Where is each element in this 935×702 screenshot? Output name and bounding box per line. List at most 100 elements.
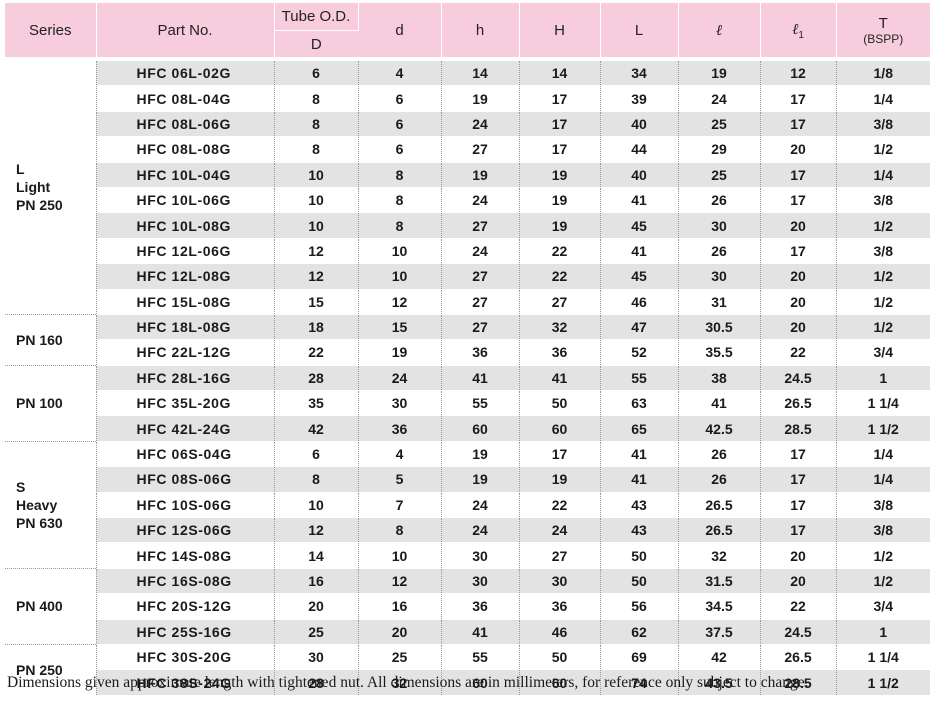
cell-l1: 28.5 [760, 669, 837, 696]
cell-L: 46 [600, 289, 679, 315]
cell-L: 39 [600, 85, 679, 112]
cell-H: 27 [519, 289, 601, 315]
header-T-label: T [878, 14, 888, 32]
cell-l: 26 [678, 187, 761, 214]
cell-T: 1 [836, 364, 930, 392]
cell-H: 60 [519, 415, 601, 442]
cell-L: 55 [600, 364, 679, 392]
cell-T: 1/4 [836, 162, 930, 188]
cell-T: 1/4 [836, 85, 930, 112]
cell-L: 43 [600, 492, 679, 519]
footnote: Dimensions given approximate length with… [7, 674, 809, 691]
cell-T: 3/8 [836, 238, 930, 265]
cell-tube-od: 8 [274, 111, 359, 138]
cell-l1: 20 [760, 263, 837, 290]
cell-T: 3/8 [836, 187, 930, 214]
table-row: HFC 10L-08G 10 8 27 19 45 30 20 1/2 [5, 212, 930, 239]
cell-H: 17 [519, 136, 601, 163]
series-label-line: PN 630 [16, 514, 63, 531]
cell-tube-od: 14 [274, 542, 359, 569]
cell-T: 1 1/2 [836, 415, 930, 442]
table-row: HFC 08L-06G 8 6 24 17 40 25 17 3/8 [5, 111, 930, 138]
cell-h: 24 [441, 517, 520, 544]
cell-tube-od: 25 [274, 619, 359, 645]
cell-H: 14 [519, 61, 601, 87]
cell-h: 27 [441, 289, 520, 315]
cell-l: 42 [678, 643, 761, 671]
cell-tube-od: 16 [274, 567, 359, 595]
cell-tube-od: 6 [274, 61, 359, 87]
cell-h: 19 [441, 440, 520, 468]
cell-L: 45 [600, 212, 679, 239]
cell-H: 30 [519, 567, 601, 595]
series-label-line: Heavy [16, 496, 58, 513]
cell-part-no: HFC 10L-04G [96, 162, 275, 188]
series-label-line: S [16, 478, 26, 495]
table-row: HFC 35L-20G 35 30 55 50 63 41 26.5 1 1/4 [5, 390, 930, 417]
cell-d: 4 [358, 61, 442, 87]
cell-h: 24 [441, 187, 520, 214]
cell-d: 8 [358, 187, 442, 214]
table-row: HFC 22L-12G 22 19 36 36 52 35.5 22 3/4 [5, 339, 930, 366]
header-L: L [600, 3, 679, 57]
cell-T: 3/4 [836, 593, 930, 620]
cell-part-no: HFC 08L-04G [96, 85, 275, 112]
cell-part-no: HFC 08S-06G [96, 466, 275, 493]
header-l: ℓ [678, 3, 761, 57]
cell-h: 36 [441, 593, 520, 620]
cell-part-no: HFC 10L-06G [96, 187, 275, 214]
cell-L: 40 [600, 162, 679, 188]
cell-tube-od: 22 [274, 339, 359, 366]
cell-part-no: HFC 10L-08G [96, 212, 275, 239]
header-h: h [441, 3, 520, 57]
cell-d: 6 [358, 136, 442, 163]
cell-l1: 17 [760, 466, 837, 493]
cell-L: 41 [600, 440, 679, 468]
cell-tube-od: 10 [274, 212, 359, 239]
cell-T: 1/2 [836, 289, 930, 315]
table-row: PN 250 HFC 30S-20G 30 25 55 50 69 42 26.5 1 1/4 [5, 643, 930, 696]
cell-l1: 17 [760, 162, 837, 188]
table-row: HFC 12L-08G 12 10 27 22 45 30 20 1/2 [5, 263, 930, 290]
table-row: HFC 20S-12G 20 16 36 36 56 34.5 22 3/4 [5, 593, 930, 620]
cell-l: 30 [678, 212, 761, 239]
cell-T: 3/8 [836, 517, 930, 544]
cell-tube-od: 10 [274, 492, 359, 519]
cell-L: 41 [600, 238, 679, 265]
cell-tube-od: 12 [274, 263, 359, 290]
cell-H: 17 [519, 440, 601, 468]
cell-T: 1/8 [836, 61, 930, 87]
cell-d: 30 [358, 390, 442, 417]
cell-H: 41 [519, 364, 601, 392]
cell-l: 30 [678, 263, 761, 290]
cell-part-no: HFC 28L-16G [96, 364, 275, 392]
cell-L: 65 [600, 415, 679, 442]
cell-h: 27 [441, 263, 520, 290]
cell-part-no: HFC 30S-20G [96, 643, 275, 671]
cell-l: 26.5 [678, 492, 761, 519]
table-row: HFC 08L-04G 8 6 19 17 39 24 17 1/4 [5, 85, 930, 112]
cell-l: 30.5 [678, 313, 761, 341]
cell-l1: 22 [760, 339, 837, 366]
cell-H: 22 [519, 238, 601, 265]
table-row: HFC 12L-06G 12 10 24 22 41 26 17 3/8 [5, 238, 930, 265]
cell-d: 8 [358, 212, 442, 239]
cell-d: 32 [358, 669, 442, 696]
cell-l1: 17 [760, 440, 837, 468]
cell-part-no: HFC 20S-12G [96, 593, 275, 620]
cell-L: 52 [600, 339, 679, 366]
cell-T: 3/8 [836, 111, 930, 138]
cell-L: 56 [600, 593, 679, 620]
table-row: HFC 08L-08G 8 6 27 17 44 29 20 1/2 [5, 136, 930, 163]
cell-d: 6 [358, 111, 442, 138]
cell-l: 31 [678, 289, 761, 315]
dimensions-table-container: Series Part No. Tube O.D. d h H L ℓ ℓ1 T… [5, 3, 930, 696]
cell-part-no: HFC 35L-20G [96, 390, 275, 417]
header-tube-od-sub: D [274, 30, 358, 57]
cell-tube-od: 10 [274, 162, 359, 188]
cell-H: 19 [519, 162, 601, 188]
cell-l1: 17 [760, 238, 837, 265]
cell-l: 41 [678, 390, 761, 417]
cell-part-no: HFC 12L-08G [96, 263, 275, 290]
cell-l: 32 [678, 542, 761, 569]
